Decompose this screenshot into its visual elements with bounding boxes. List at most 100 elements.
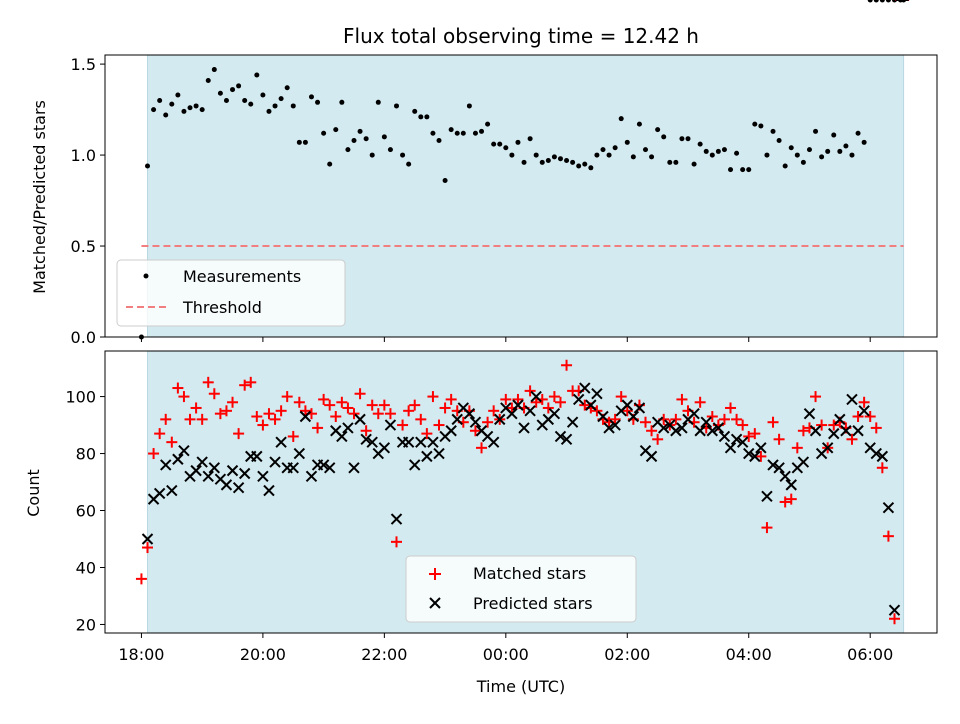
- measurement-point: [885, 0, 891, 3]
- matched-star-point: [743, 430, 755, 442]
- bottom-y-axis-label: Count: [24, 469, 43, 517]
- matched-star-point: [257, 419, 269, 431]
- predicted-star-point: [548, 407, 561, 420]
- measurement-point: [782, 163, 788, 169]
- predicted-star-point: [451, 413, 463, 426]
- measurement-point: [406, 161, 412, 167]
- predicted-star-point: [888, 604, 901, 616]
- matched-star-point: [196, 413, 208, 425]
- predicted-stars-points: [141, 0, 909, 616]
- legend-measurements-label: Measurements: [183, 267, 301, 286]
- measurement-point: [260, 92, 266, 98]
- x-stroke-b: [421, 450, 433, 463]
- bottom-y-ticks: 20 40 60 80 100: [65, 388, 105, 634]
- x-stroke-b: [761, 490, 773, 502]
- predicted-star-point: [348, 462, 360, 474]
- predicted-star-point: [730, 433, 743, 446]
- matched-star-point: [336, 396, 348, 408]
- measurement-point: [430, 130, 436, 136]
- predicted-star-point: [743, 447, 755, 460]
- matched-star-point: [888, 613, 900, 625]
- matched-star-point: [445, 393, 457, 405]
- x-stroke-b: [500, 402, 512, 414]
- measurement-point: [861, 139, 867, 145]
- predicted-star-point: [269, 456, 281, 468]
- measurement-point: [673, 159, 679, 165]
- predicted-star-point: [402, 436, 415, 448]
- measurement-point: [618, 116, 624, 122]
- measurement-point: [217, 90, 223, 96]
- x-stroke-b: [749, 450, 761, 463]
- x-stroke-b: [560, 433, 573, 446]
- measurement-point: [424, 114, 430, 120]
- predicted-star-point: [761, 490, 773, 502]
- x-stroke-b: [263, 484, 275, 497]
- measurement-point: [272, 103, 278, 109]
- matched-star-point: [391, 536, 403, 548]
- matched-star-point: [749, 428, 761, 440]
- x-stroke-b: [457, 402, 470, 414]
- matched-star-point: [579, 399, 591, 411]
- x-stroke-b: [172, 453, 184, 465]
- matched-star-point: [397, 419, 409, 431]
- matched-star-point: [318, 393, 330, 405]
- x-stroke-b: [451, 413, 463, 426]
- matched-star-point: [755, 450, 767, 462]
- predicted-star-point: [196, 456, 208, 468]
- measurement-point: [175, 92, 181, 98]
- predicted-star-point: [609, 419, 621, 431]
- x-stroke-b: [566, 416, 579, 428]
- measurement-point: [236, 83, 242, 89]
- x-stroke-b: [548, 407, 561, 420]
- predicted-star-point: [621, 399, 633, 411]
- x-stroke-b: [342, 422, 354, 434]
- predicted-star-point: [172, 453, 184, 465]
- predicted-star-point: [627, 410, 640, 423]
- top-y-ticks: 0.0 0.5 1.0 1.5: [71, 55, 105, 347]
- x-stroke-b: [494, 413, 506, 426]
- measurement-point: [825, 148, 831, 154]
- predicted-star-point: [153, 487, 166, 500]
- measurement-point: [855, 130, 861, 136]
- measurement-point: [509, 152, 515, 158]
- x-stroke-b: [512, 399, 524, 411]
- measurement-point: [418, 114, 424, 120]
- measurement-point: [163, 112, 169, 118]
- matched-star-point: [725, 402, 737, 414]
- matched-star-point: [269, 413, 281, 425]
- predicted-star-point: [433, 447, 445, 460]
- matched-star-point: [731, 413, 743, 425]
- x-stroke-b: [384, 419, 397, 431]
- predicted-star-point: [658, 422, 670, 434]
- x-stroke-b: [348, 462, 360, 474]
- matched-star-point: [245, 376, 257, 388]
- x-stroke-b: [360, 433, 372, 446]
- measurement-point: [145, 163, 151, 169]
- predicted-star-point: [323, 462, 336, 474]
- predicted-star-point: [767, 459, 779, 471]
- measurement-point: [545, 158, 551, 164]
- x-stroke-b: [718, 430, 731, 443]
- x-stroke-b: [293, 447, 306, 460]
- matched-star-point: [870, 422, 882, 434]
- predicted-star-point: [803, 407, 816, 420]
- matched-star-point: [427, 391, 439, 403]
- matched-star-point: [524, 385, 536, 397]
- matched-star-point: [779, 496, 791, 508]
- matched-star-point: [476, 442, 488, 454]
- x-tick-label: 20:00: [240, 645, 286, 664]
- predicted-star-point: [524, 405, 536, 417]
- matched-star-point: [828, 419, 840, 431]
- predicted-star-point: [141, 533, 154, 545]
- measurement-point: [879, 0, 885, 3]
- predicted-star-point: [858, 405, 870, 417]
- legend-measurements-marker: [143, 273, 149, 279]
- top-y-axis-label: Matched/Predicted stars: [30, 100, 49, 294]
- x-stroke-b: [153, 487, 166, 500]
- x-tick-label: 06:00: [847, 645, 893, 664]
- measurement-point: [485, 121, 491, 127]
- x-stroke-b: [178, 444, 190, 457]
- matched-star-point: [670, 413, 682, 425]
- matched-star-point: [403, 405, 415, 417]
- measurement-point: [746, 167, 752, 173]
